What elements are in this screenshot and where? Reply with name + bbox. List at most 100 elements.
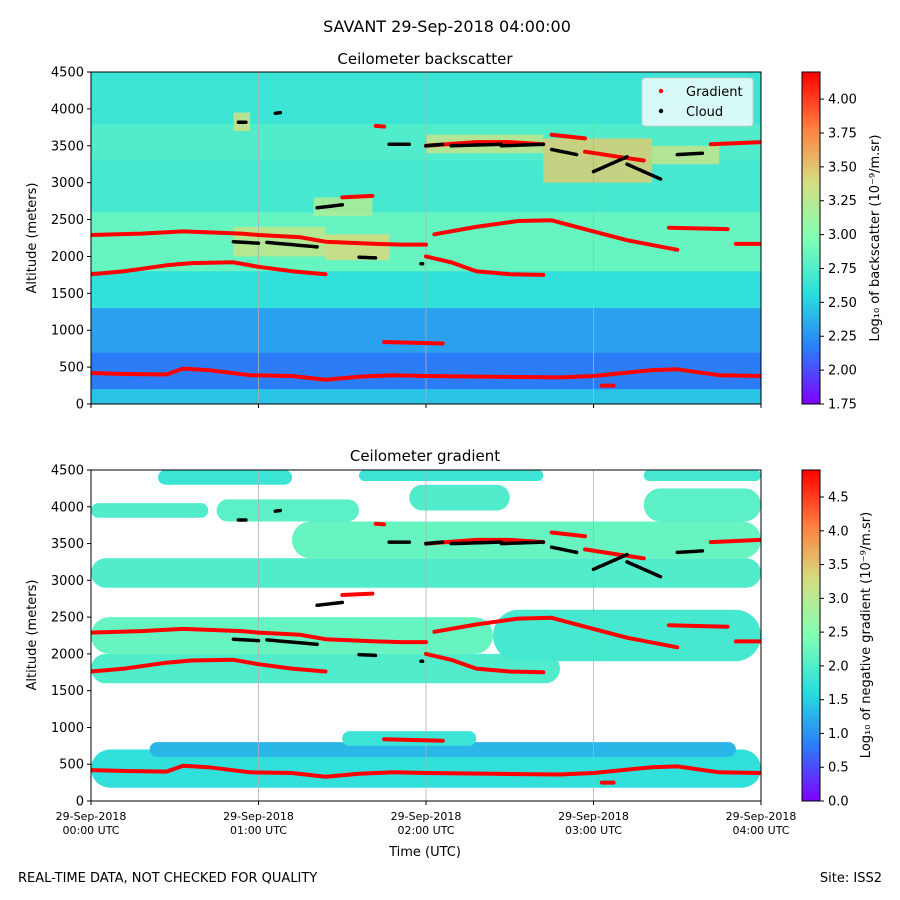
y-tick-label: 2000 [51, 250, 84, 265]
colorbar-tick-label: 4.5 [828, 491, 849, 506]
figure-title: SAVANT 29-Sep-2018 04:00:00 [323, 17, 571, 36]
cloud-base-marker [424, 540, 445, 546]
y-tick-label: 4500 [51, 66, 84, 81]
gradient-band [158, 470, 292, 485]
x-tick-label: 02:00 UTC [397, 824, 454, 837]
y-tick-label: 1000 [51, 324, 84, 339]
gradient-layer-line [340, 193, 375, 200]
y-tick-label: 2500 [51, 213, 84, 228]
gradient-layer-line [549, 530, 588, 539]
colorbar-tick-label: 2.00 [828, 364, 857, 379]
y-tick-label: 1000 [51, 721, 84, 736]
gradient-title: Ceilometer gradient [350, 447, 500, 465]
gradient-band [359, 470, 544, 482]
cloud-patch [313, 197, 373, 216]
colorbar-tick-label: 2.0 [828, 659, 849, 674]
gradient-band [643, 470, 761, 482]
gradient-layer-line [382, 737, 445, 743]
cloud-base-marker [424, 142, 445, 148]
legend: Gradient Cloud [641, 77, 754, 127]
gradient-colorbar-label: Log₁₀ of negative gradient (10⁻⁹/m.sr) [859, 512, 874, 758]
x-tick-label: 03:00 UTC [565, 824, 622, 837]
gradient-frame [90, 469, 762, 802]
y-tick-label: 1500 [51, 684, 84, 699]
gradient-band [91, 503, 209, 518]
colorbar-tick-label: 0.5 [828, 761, 849, 776]
cloud-base-marker [357, 255, 378, 260]
cloud-base-marker [675, 549, 705, 555]
backscatter-ylabel: Altitude (meters) [25, 183, 40, 294]
backscatter-title: Ceilometer backscatter [337, 50, 513, 68]
colorbar-tick-label: 4.00 [828, 93, 857, 108]
cloud-base-marker [499, 540, 546, 546]
gradient-layer-line [340, 591, 375, 597]
gradient-plot-area [91, 470, 761, 801]
cloud-base-marker [273, 508, 283, 513]
y-tick-label: 0 [76, 398, 84, 413]
backscatter-colorbar-ticks: 1.75 2.00 2.25 2.50 2.75 3.00 3.25 3.50 3.75 4.00 [820, 93, 857, 413]
gradient-xlabel: Time (UTC) [388, 845, 461, 860]
cloud-base-marker [625, 162, 663, 181]
gradient-layer-line [708, 140, 761, 147]
gradient-layer-line [432, 615, 680, 650]
cloud-base-marker [675, 151, 705, 157]
gradient-layer-line [91, 229, 428, 247]
colorbar-tick-label: 0.0 [828, 795, 849, 810]
colorbar-tick-label: 1.5 [828, 693, 849, 708]
colorbar-tick-label: 1.75 [828, 398, 857, 413]
gradient-layer-line [91, 260, 328, 277]
colorbar-tick-label: 3.50 [828, 160, 857, 175]
colorbar-tick-label: 4.0 [828, 524, 849, 539]
x-tick-label: 29-Sep-2018 [56, 810, 127, 823]
y-tick-label: 4500 [51, 464, 84, 479]
legend-gradient-label: Gradient [686, 85, 743, 100]
gradient-layer-line [549, 132, 588, 141]
gradient-band [409, 484, 510, 511]
colorbar-tick-label: 3.0 [828, 592, 849, 607]
backscatter-plot-area [91, 72, 761, 404]
gradient-layer-line [708, 537, 761, 545]
backscatter-colorbar-label: Log₁₀ of backscatter (10⁻⁹/m.sr) [868, 135, 883, 342]
gradient-band [493, 609, 761, 662]
cloud-base-marker [591, 552, 629, 572]
cloud-base-marker [499, 142, 546, 148]
gradient-ylabel: Altitude (meters) [25, 580, 40, 691]
gradient-layer-line [666, 225, 730, 232]
cloud-patch [325, 234, 390, 261]
x-tick-label: 29-Sep-2018 [391, 810, 462, 823]
x-tick-label: 29-Sep-2018 [558, 810, 629, 823]
gradient-layer-line [666, 623, 730, 629]
cloud-base-marker [591, 155, 629, 174]
legend-box [641, 77, 754, 127]
colorbar-tick-label: 2.25 [828, 330, 857, 345]
footer-site: Site: ISS2 [820, 871, 882, 886]
x-tick-label: 04:00 UTC [732, 824, 789, 837]
cloud-base-marker [231, 637, 261, 643]
legend-cloud-label: Cloud [686, 105, 723, 120]
colorbar-tick-label: 3.00 [828, 228, 857, 243]
colorbar-tick-label: 2.75 [828, 262, 857, 277]
x-tick-label: 29-Sep-2018 [223, 810, 294, 823]
gradient-layer-line [583, 149, 646, 163]
y-tick-label: 2000 [51, 647, 84, 662]
colorbar-tick-label: 3.75 [828, 126, 857, 141]
gradient-colorbar [801, 469, 821, 802]
cloud-base-marker [315, 203, 345, 210]
gradient-axes: 0 500 1000 1500 2000 2500 3000 3500 4000 4500 29-S… [51, 464, 796, 838]
cloud-base-marker [315, 600, 345, 608]
gradient-colorbar-ticks: 0.0 0.5 1.0 1.5 2.0 2.5 3.0 3.5 4.0 4.5 [820, 491, 849, 810]
cloud-base-marker [549, 147, 579, 157]
y-tick-label: 3500 [51, 139, 84, 154]
y-tick-label: 4000 [51, 102, 84, 117]
gradient-layer-line [432, 218, 680, 252]
cloud-base-marker [449, 540, 504, 546]
gradient-panel: Ceilometer gradient 0 500 1000 1500 2000 2500… [25, 447, 874, 860]
backscatter-frame [90, 71, 762, 405]
x-tick-label: 00:00 UTC [62, 824, 119, 837]
gradient-layer-line [91, 763, 761, 779]
y-tick-label: 3500 [51, 537, 84, 552]
y-tick-label: 0 [76, 795, 84, 810]
cloud-base-marker [625, 560, 663, 579]
gradient-band [149, 742, 736, 757]
